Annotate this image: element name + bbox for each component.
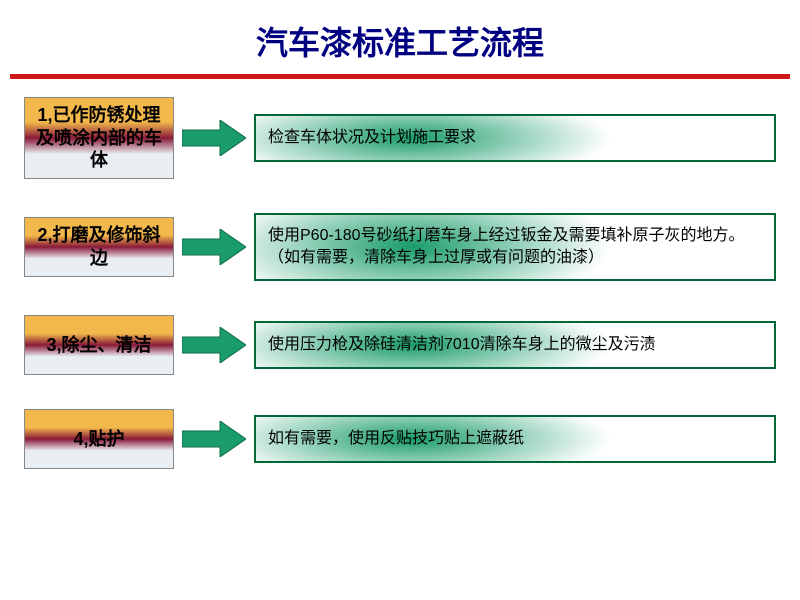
title-rule <box>10 74 790 79</box>
step-description-text: 如有需要，使用反贴技巧贴上遮蔽纸 <box>268 428 524 450</box>
step-description: 使用压力枪及除硅清洁剂7010清除车身上的微尘及污渍 <box>254 321 776 369</box>
step-box: 4,贴护 <box>24 409 174 469</box>
step-description-text: 使用压力枪及除硅清洁剂7010清除车身上的微尘及污渍 <box>268 334 656 356</box>
step-description-text: 使用P60-180号砂纸打磨车身上经过钣金及需要填补原子灰的地方。（如有需要，清… <box>268 225 762 270</box>
page-title: 汽车漆标准工艺流程 <box>0 0 800 74</box>
step-box: 3,除尘、清洁 <box>24 315 174 375</box>
step-description: 检查车体状况及计划施工要求 <box>254 114 776 162</box>
arrow-icon <box>182 120 246 156</box>
process-rows: 1,已作防锈处理及喷涂内部的车体 检查车体状况及计划施工要求 2,打磨及修饰斜边… <box>0 97 800 469</box>
step-box: 1,已作防锈处理及喷涂内部的车体 <box>24 97 174 179</box>
arrow-icon <box>182 229 246 265</box>
step-description: 如有需要，使用反贴技巧贴上遮蔽纸 <box>254 415 776 463</box>
process-row: 1,已作防锈处理及喷涂内部的车体 检查车体状况及计划施工要求 <box>24 97 776 179</box>
step-description-text: 检查车体状况及计划施工要求 <box>268 127 476 149</box>
process-row: 3,除尘、清洁 使用压力枪及除硅清洁剂7010清除车身上的微尘及污渍 <box>24 315 776 375</box>
step-box: 2,打磨及修饰斜边 <box>24 217 174 277</box>
process-row: 4,贴护 如有需要，使用反贴技巧贴上遮蔽纸 <box>24 409 776 469</box>
step-description: 使用P60-180号砂纸打磨车身上经过钣金及需要填补原子灰的地方。（如有需要，清… <box>254 213 776 282</box>
process-row: 2,打磨及修饰斜边 使用P60-180号砂纸打磨车身上经过钣金及需要填补原子灰的… <box>24 213 776 282</box>
arrow-icon <box>182 421 246 457</box>
arrow-icon <box>182 327 246 363</box>
